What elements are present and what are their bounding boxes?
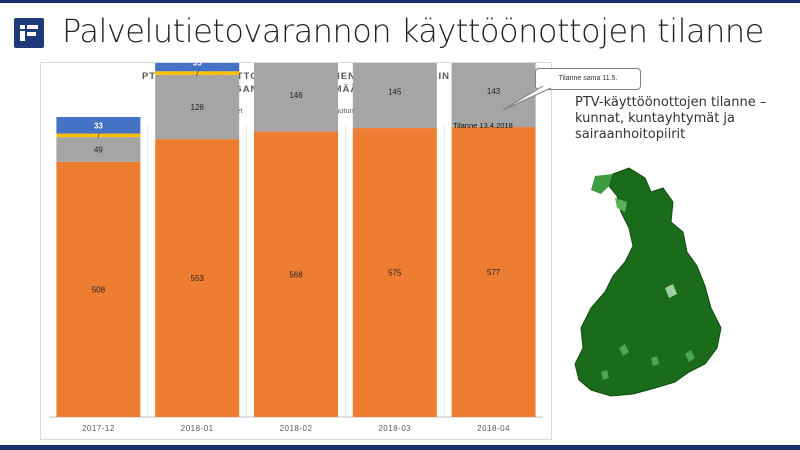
legend-label: Valmistautuminen xyxy=(311,106,371,115)
bar-segment xyxy=(155,63,240,72)
stacked-bar-chart: 508497332017-125531287352018-01568146734… xyxy=(49,63,543,433)
top-accent-bar xyxy=(0,0,800,3)
data-label: 575 xyxy=(388,269,402,278)
bar-segment xyxy=(155,74,240,140)
data-label: 128 xyxy=(191,103,205,112)
bar-segment xyxy=(352,128,437,417)
data-label: 33 xyxy=(94,121,103,130)
x-tick-label: 2018-02 xyxy=(280,424,313,433)
data-label: 568 xyxy=(289,270,303,279)
data-label: 7 xyxy=(96,131,101,140)
data-label: 553 xyxy=(191,274,205,283)
bar-segment xyxy=(155,71,240,75)
data-label: 7 xyxy=(195,69,200,78)
data-label: 35 xyxy=(193,63,202,67)
x-tick-label: 2017-12 xyxy=(82,424,115,433)
bar-segment xyxy=(254,63,338,132)
x-tick-label: 2018-03 xyxy=(378,424,411,433)
logo-icon xyxy=(14,18,44,48)
bar-segment xyxy=(155,139,240,417)
map-description: PTV-käyttöönottojen tilanne – kunnat, ku… xyxy=(575,95,767,142)
data-label: 49 xyxy=(94,145,103,154)
data-label: 577 xyxy=(487,268,501,277)
data-label: 143 xyxy=(487,87,501,96)
data-label: 145 xyxy=(388,88,402,97)
status-date: Tilanne 13.4.2018 xyxy=(453,121,513,130)
page-title: Palvelutietovarannon käyttöönottojen til… xyxy=(62,12,764,50)
data-label: 146 xyxy=(289,91,303,100)
x-tick-label: 2018-04 xyxy=(477,424,510,433)
bar-segment xyxy=(451,127,536,418)
bottom-accent-bar xyxy=(0,445,800,450)
callout-pointer xyxy=(502,86,552,111)
finland-map-shape xyxy=(574,167,722,397)
bar-segment xyxy=(254,131,338,417)
bar-segment xyxy=(451,63,536,128)
bar-segment xyxy=(56,133,141,138)
data-label: 508 xyxy=(92,285,106,294)
chart-frame: PTV-KÄYTTÖÖNOTTOJEN ETENEMINEN KUUKAUSIT… xyxy=(40,62,552,440)
finland-map xyxy=(555,158,745,420)
bar-segment xyxy=(352,63,437,129)
x-tick-label: 2018-01 xyxy=(181,424,214,433)
callout-note: Tilanne sama 11.5. xyxy=(535,68,641,90)
bar-segment xyxy=(56,161,141,417)
bar-segment xyxy=(56,117,141,134)
bar-segment xyxy=(56,137,141,162)
